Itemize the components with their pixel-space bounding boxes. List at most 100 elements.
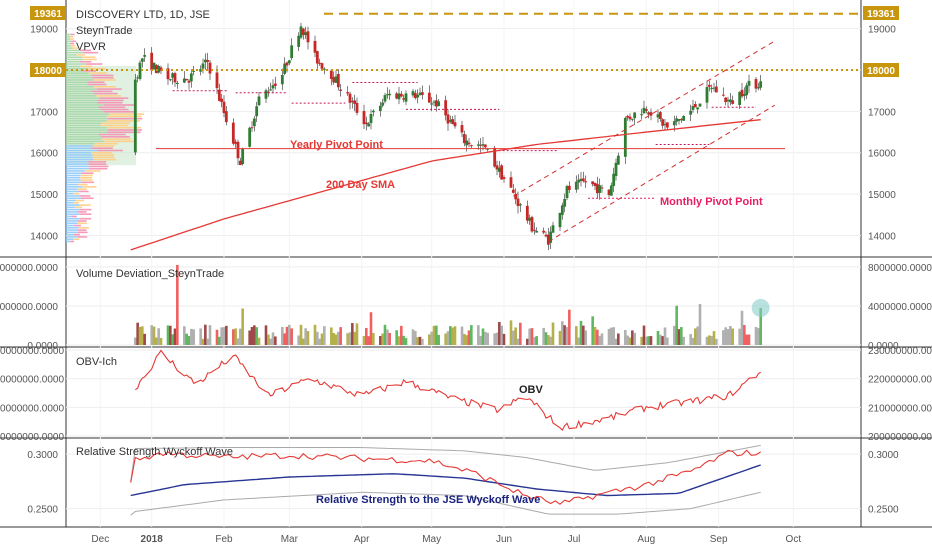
volume-bar (239, 328, 242, 345)
volume-bar (330, 327, 333, 345)
candle-down (495, 165, 499, 170)
vpvr-bar-down (69, 35, 74, 38)
volume-bar (355, 323, 359, 345)
obv-tick-label-left: 200000000.0000 (0, 432, 64, 443)
candle-up (558, 212, 562, 228)
vpvr-bar-up (66, 70, 83, 72)
vpvr-bar-up (66, 47, 73, 49)
price-tick-label-left: 19000 (30, 25, 58, 36)
candle-down (427, 92, 431, 103)
vpvr-bar-down (88, 167, 108, 170)
vpvr-bar-up (66, 33, 71, 36)
candle-up (432, 101, 436, 103)
volume-bar (176, 264, 179, 345)
vpvr-bar-down (92, 154, 115, 156)
candle-down (731, 100, 735, 104)
candle-up (168, 79, 172, 81)
volume-bar (740, 310, 744, 345)
candle-up (252, 118, 256, 127)
vpvr-bar-up (66, 238, 74, 240)
volume-bar (187, 335, 191, 345)
volume-bar (400, 325, 403, 345)
vpvr-bar-up (66, 229, 78, 231)
vpvr-bar-down (88, 72, 108, 74)
volume-bar (267, 334, 270, 345)
candle-down (626, 115, 630, 118)
volume-bar (157, 328, 160, 345)
candle-up (549, 231, 553, 243)
rs-tick-label-right: 0.3000 (868, 450, 899, 461)
vpvr-bar-up (66, 72, 89, 74)
candle-down (483, 144, 487, 148)
vpvr-bar-up (66, 179, 81, 181)
volume-bar (299, 324, 303, 345)
candle-up (140, 58, 144, 62)
volume-bar (470, 325, 473, 345)
time-tick-label: Feb (215, 534, 233, 545)
candle-up (726, 99, 730, 102)
candle-up (481, 144, 485, 146)
volume-bar (565, 327, 569, 345)
price-tick-label-right: 15000 (868, 190, 896, 201)
candles (133, 22, 763, 251)
volume-bar (617, 333, 620, 345)
high-badge-left: 19361 (30, 6, 66, 20)
volume-bar (460, 326, 464, 345)
volume-bar (234, 328, 237, 345)
vpvr-bar-down (88, 163, 107, 165)
time-tick-label: Apr (354, 534, 370, 545)
vpvr-bar-up (66, 108, 101, 111)
volume-bar (628, 337, 632, 345)
volume-bar (215, 329, 219, 345)
volume-bar (712, 331, 716, 345)
volume-bar (444, 333, 447, 345)
volume-bar (624, 330, 627, 345)
candle-up (705, 87, 709, 103)
volume-bar (367, 336, 370, 345)
volume-bar (600, 333, 604, 345)
volume-bar (542, 327, 545, 345)
volume-bar (661, 336, 664, 345)
volume-bar (677, 329, 681, 345)
candle-down (348, 93, 352, 103)
vpvr-bar-up (66, 85, 94, 88)
candle-down (584, 181, 588, 183)
volume-bar (281, 326, 284, 345)
price-tick-label-right: 14000 (868, 231, 896, 242)
vpvr-bar-down (86, 63, 103, 65)
candle-up (633, 112, 637, 119)
volume-bar (190, 328, 193, 345)
price-tick-label-left: 17000 (30, 107, 58, 118)
volume-bar (729, 325, 732, 345)
vpvr-bar-up (66, 104, 105, 106)
vpvr-bar-down (92, 74, 114, 77)
volume-bar (288, 324, 291, 345)
candle-up (560, 205, 564, 215)
time-tick-label: Aug (637, 534, 655, 545)
vpvr-bar-up (66, 45, 72, 47)
volume-bar (337, 331, 340, 345)
candle-down (150, 52, 154, 71)
vpvr-bar-down (87, 81, 105, 84)
volume-bar (495, 332, 499, 345)
vpvr-bar-up (66, 74, 93, 77)
vpvr-bar-down (73, 238, 80, 240)
volume-bar (255, 327, 258, 345)
volume-bar (304, 328, 307, 345)
candle-up (518, 204, 522, 206)
volume-bar (437, 334, 440, 345)
volume-bar (486, 332, 489, 345)
candle-down (315, 51, 319, 64)
vpvr-bar-down (82, 56, 96, 59)
candle-up (138, 62, 142, 79)
high-badge-left-text: 19361 (34, 9, 62, 20)
rs-layer (130, 444, 761, 516)
candle-down (339, 89, 343, 91)
candle-up (189, 73, 193, 82)
vpvr-bar-up (66, 63, 87, 65)
vpvr-bar-down (94, 92, 118, 95)
candle-down (173, 73, 177, 83)
vpvr-bar-up (66, 54, 77, 56)
time-tick-label: Oct (786, 534, 802, 545)
vpvr-bar-down (93, 158, 117, 161)
